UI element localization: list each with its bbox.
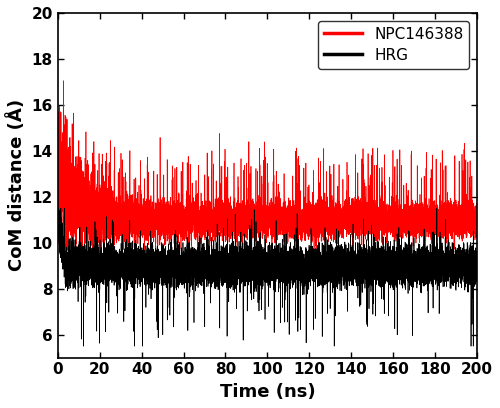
Legend: NPC146388, HRG: NPC146388, HRG [318,20,470,69]
NPC146388 [355,216,361,221]
NPC146388 [63,252,69,257]
Y-axis label: CoM distance (Å): CoM distance (Å) [7,99,26,271]
HRG [324,262,330,267]
HRG [55,206,61,211]
HRG [160,259,166,264]
Line: NPC146388: NPC146388 [58,81,477,254]
Line: HRG: HRG [58,208,477,346]
HRG [447,257,453,262]
NPC146388 [308,211,314,215]
HRG [80,344,86,348]
NPC146388 [447,228,453,233]
NPC146388 [253,222,259,227]
HRG [308,270,314,275]
NPC146388 [60,78,66,83]
HRG [355,271,361,276]
NPC146388 [160,213,166,218]
NPC146388 [324,208,330,213]
X-axis label: Time (ns): Time (ns) [220,383,315,401]
NPC146388 [54,105,60,110]
HRG [474,265,480,270]
NPC146388 [474,226,480,231]
HRG [54,215,60,220]
HRG [253,262,259,266]
